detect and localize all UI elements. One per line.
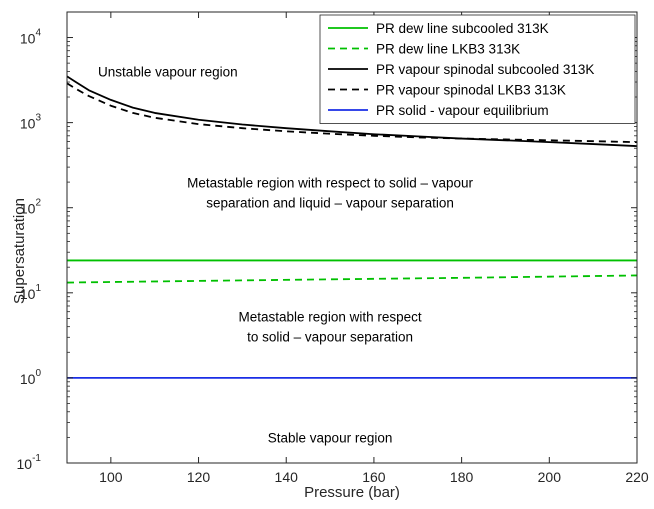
x-tick-label-3: 160 bbox=[362, 469, 386, 485]
legend-label-2: PR vapour spinodal subcooled 313K bbox=[376, 62, 594, 77]
x-axis-label: Pressure (bar) bbox=[304, 484, 400, 501]
series-line-1 bbox=[67, 274, 637, 284]
y-tick-exponent-4: 3 bbox=[35, 113, 41, 124]
x-tick-label-5: 200 bbox=[538, 469, 562, 485]
series-layer bbox=[67, 75, 637, 379]
annotation-3-line-0: Stable vapour region bbox=[268, 430, 393, 445]
x-tick-label-2: 140 bbox=[275, 469, 299, 485]
annotation-1-line-0: Metastable region with respect to solid … bbox=[187, 176, 473, 191]
y-tick-exponent-1: 0 bbox=[35, 368, 41, 379]
x-tick-label-4: 180 bbox=[450, 469, 474, 485]
y-tick-exponent-5: 4 bbox=[35, 28, 41, 39]
x-tick-label-6: 220 bbox=[625, 469, 649, 485]
legend-box bbox=[319, 14, 636, 124]
series-line-3 bbox=[67, 82, 637, 144]
axes-box bbox=[66, 11, 638, 464]
legend: PR dew line subcooled 313K PR dew line LK… bbox=[319, 14, 636, 124]
annotation-2-line-0: Metastable region with respect bbox=[239, 310, 422, 325]
annotation-0-line-0: Unstable vapour region bbox=[98, 64, 238, 79]
y-axis-label: Supersaturation bbox=[11, 198, 28, 304]
x-tick-label-0: 100 bbox=[99, 469, 123, 485]
legend-label-3: PR vapour spinodal LKB3 313K bbox=[376, 83, 566, 98]
y-tick-exponent-3: 2 bbox=[35, 198, 41, 209]
legend-label-0: PR dew line subcooled 313K bbox=[376, 21, 549, 36]
legend-label-1: PR dew line LKB3 313K bbox=[376, 42, 520, 57]
x-tick-label-1: 120 bbox=[187, 469, 211, 485]
annotation-2-line-1: to solid – vapour separation bbox=[247, 330, 413, 345]
y-tick-exponent-2: 1 bbox=[35, 283, 41, 294]
legend-label-4: PR solid - vapour equilibrium bbox=[376, 103, 549, 118]
series-line-2 bbox=[67, 75, 637, 147]
annotations: Unstable vapour region Metastable region … bbox=[98, 64, 473, 445]
y-tick-exponent-0: -1 bbox=[32, 453, 41, 464]
annotation-1-line-1: separation and liquid – vapour separatio… bbox=[206, 196, 454, 211]
